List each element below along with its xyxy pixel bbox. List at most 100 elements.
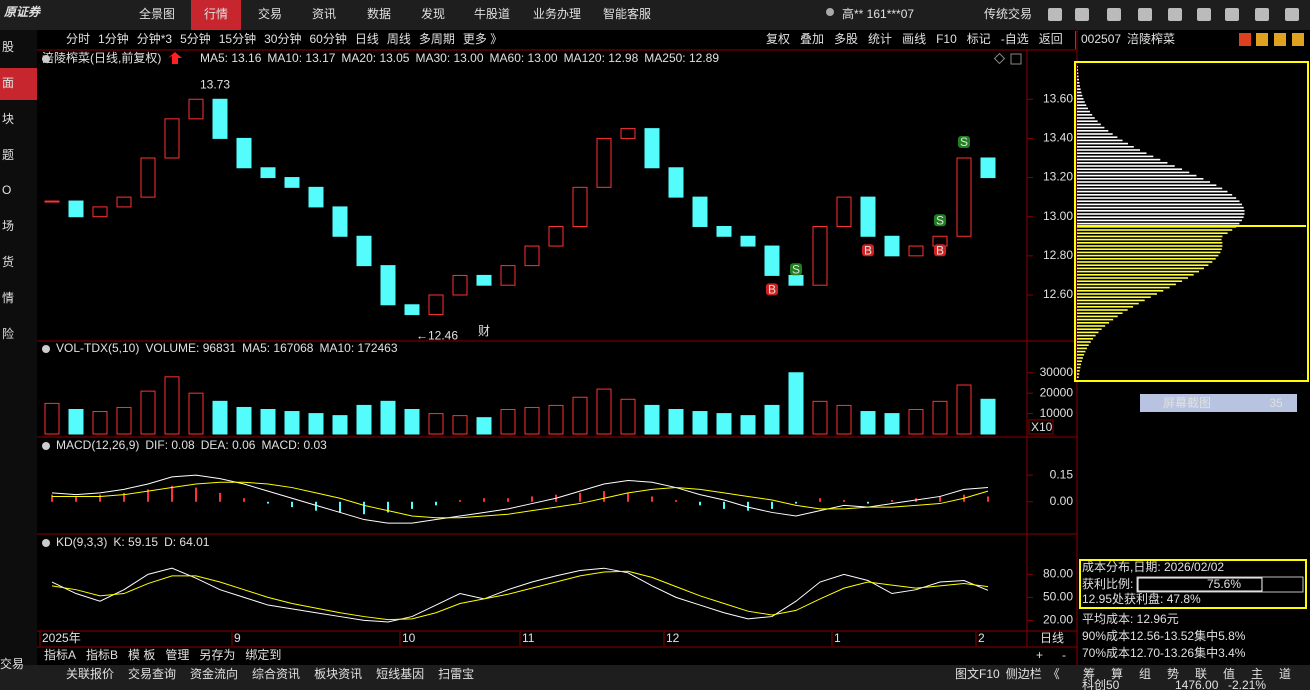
- signal-icon: [862, 244, 874, 257]
- period[interactable]: 多周期: [419, 32, 455, 46]
- menu-icon[interactable]: [1168, 8, 1182, 21]
- grid-char[interactable]: 组: [1139, 667, 1151, 681]
- bottom-tab[interactable]: 绑定到: [245, 647, 281, 662]
- bottom-tab[interactable]: 指标A: [44, 647, 76, 662]
- tool[interactable]: 叠加: [800, 32, 824, 46]
- tool[interactable]: F10: [936, 32, 957, 46]
- menu-item[interactable]: 行情: [204, 7, 228, 21]
- toolbar-icon[interactable]: [1292, 33, 1304, 46]
- side-tab[interactable]: 块: [2, 112, 14, 126]
- bottom-tab[interactable]: 指标B: [86, 647, 118, 662]
- side-tab[interactable]: 股: [2, 40, 14, 54]
- tool[interactable]: 画线: [902, 32, 926, 46]
- indicator-line: [51, 567, 989, 623]
- status-right[interactable]: 侧边栏: [1006, 666, 1042, 681]
- menu-item[interactable]: 发现: [421, 6, 445, 21]
- grid-char[interactable]: 筹: [1083, 667, 1095, 681]
- toolbar-icon[interactable]: [1256, 33, 1268, 46]
- bottom-button[interactable]: -: [1062, 648, 1066, 662]
- period[interactable]: 更多 》: [463, 32, 502, 46]
- cost-profile: [1077, 309, 1128, 311]
- tool[interactable]: -自选: [1001, 32, 1029, 46]
- legend-item: MA250: 12.89: [644, 51, 719, 65]
- side-tab[interactable]: 题: [2, 148, 14, 162]
- side-tab[interactable]: 货: [2, 254, 14, 269]
- menu-item[interactable]: 交易: [258, 6, 282, 21]
- legend-toggle[interactable]: [42, 345, 50, 353]
- menu-icon[interactable]: [1075, 8, 1089, 21]
- grid-char[interactable]: 势: [1167, 667, 1179, 681]
- menu-item[interactable]: 智能客服: [603, 6, 651, 21]
- side-bottom[interactable]: 交易: [0, 656, 24, 671]
- bottom-tab[interactable]: 管理: [165, 647, 189, 662]
- cost-profile: [1077, 136, 1118, 138]
- menu-icon[interactable]: [1048, 8, 1062, 21]
- screenshot-button[interactable]: [1140, 394, 1297, 412]
- period[interactable]: 5分钟: [180, 31, 211, 46]
- menu-icon[interactable]: [1225, 8, 1239, 21]
- tool[interactable]: 统计: [868, 32, 892, 46]
- toolbar-icon[interactable]: [1274, 33, 1286, 46]
- trade-mode[interactable]: 传统交易: [984, 6, 1032, 21]
- menu-item[interactable]: 业务办理: [533, 6, 581, 21]
- legend-toggle[interactable]: [42, 442, 50, 450]
- menu-icon[interactable]: [1197, 8, 1211, 21]
- menu-icon[interactable]: [1255, 8, 1269, 21]
- menu-item[interactable]: 资讯: [312, 7, 336, 21]
- grid-char[interactable]: 算: [1111, 666, 1123, 681]
- candle: [524, 245, 540, 267]
- side-tab[interactable]: 险: [2, 326, 14, 341]
- bottom-tab[interactable]: 模 板: [128, 648, 155, 662]
- grid-char[interactable]: 主: [1251, 667, 1263, 681]
- tool[interactable]: 复权: [766, 32, 790, 46]
- status-right[interactable]: 图文F10: [955, 666, 1000, 681]
- grid-char[interactable]: 联: [1195, 667, 1207, 681]
- cost-profile: [1077, 126, 1105, 129]
- period[interactable]: 30分钟: [264, 31, 301, 46]
- tool[interactable]: 多股: [834, 32, 858, 46]
- period[interactable]: 周线: [387, 32, 411, 46]
- menu-icon[interactable]: [1138, 8, 1152, 21]
- tool[interactable]: 标记: [967, 32, 991, 46]
- side-tab[interactable]: 场: [2, 219, 14, 233]
- candle: [980, 157, 996, 179]
- side-tab[interactable]: O: [2, 183, 11, 197]
- bottom-button[interactable]: +: [1036, 648, 1043, 662]
- legend-toggle[interactable]: [42, 55, 50, 63]
- menu-icon[interactable]: [1285, 8, 1299, 21]
- menu-item[interactable]: 牛股道: [474, 6, 510, 21]
- side-tab[interactable]: 面: [2, 76, 14, 90]
- status-item[interactable]: 资金流向: [190, 666, 238, 681]
- volume-bar: [620, 398, 636, 435]
- period[interactable]: 15分钟: [219, 31, 256, 46]
- tool[interactable]: 返回: [1039, 32, 1063, 46]
- period[interactable]: 1分钟: [98, 31, 129, 46]
- volume-bar: [308, 413, 324, 435]
- menu-item[interactable]: 全景图: [139, 6, 175, 21]
- candle: [404, 304, 420, 316]
- period[interactable]: 分钟*3: [137, 31, 173, 46]
- user[interactable]: 高** 161***07: [842, 6, 914, 21]
- status-item[interactable]: 扫雷宝: [438, 667, 474, 681]
- menu-icon[interactable]: [1107, 8, 1121, 21]
- period[interactable]: 分时: [66, 32, 90, 46]
- cost-profile: [1077, 114, 1093, 116]
- menu-item[interactable]: 数据: [367, 6, 391, 21]
- screenshot-label[interactable]: 屏幕截图: [1163, 396, 1211, 410]
- period[interactable]: 60分钟: [309, 31, 346, 46]
- status-item[interactable]: 交易查询: [128, 666, 176, 681]
- legend-toggle[interactable]: [42, 539, 50, 547]
- status-item[interactable]: 关联报价: [66, 666, 114, 681]
- side-tab[interactable]: 情: [2, 291, 14, 305]
- status-item[interactable]: 短线基因: [376, 667, 424, 681]
- legend-item: MACD(12,26,9): [56, 438, 139, 452]
- period[interactable]: 日线: [355, 32, 379, 46]
- grid-char[interactable]: 道: [1279, 667, 1291, 681]
- toolbar-icon[interactable]: [1239, 33, 1251, 46]
- status-right[interactable]: 《: [1048, 667, 1060, 681]
- cost-profile: [1077, 370, 1080, 372]
- bottom-tab[interactable]: 另存为: [199, 648, 235, 662]
- status-item[interactable]: 板块资讯: [314, 667, 362, 681]
- status-item[interactable]: 综合资讯: [252, 666, 300, 681]
- grid-char[interactable]: 值: [1223, 666, 1235, 681]
